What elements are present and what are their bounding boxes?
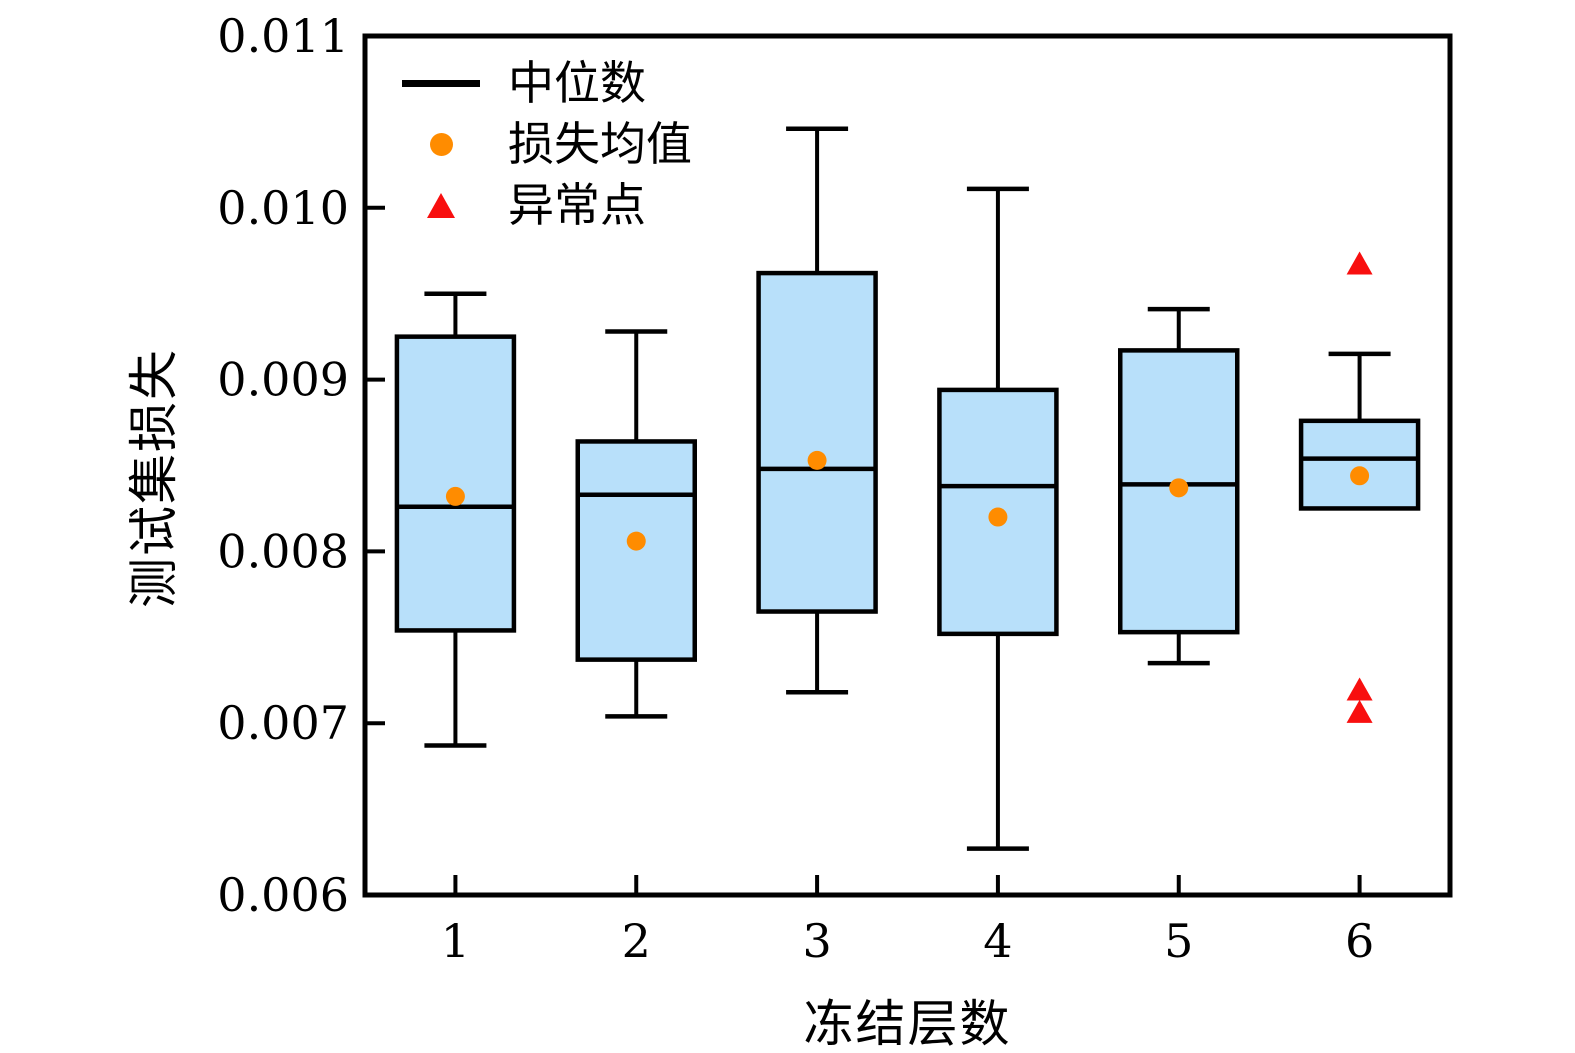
- legend-item-outlier: 异常点: [402, 180, 692, 230]
- y-tick-label: 0.007: [217, 696, 349, 750]
- legend: 中位数 损失均值 异常点: [402, 58, 692, 230]
- mean-dot: [626, 531, 646, 551]
- legend-item-mean: 损失均值: [402, 119, 692, 169]
- legend-label-mean: 损失均值: [508, 117, 692, 171]
- box-group-5: [1118, 306, 1240, 666]
- legend-label-median: 中位数: [508, 56, 646, 110]
- box-group-2: [575, 329, 697, 719]
- x-tick-label: 3: [802, 914, 831, 968]
- x-tick-label: 2: [622, 914, 651, 968]
- median-line-icon: [402, 79, 480, 87]
- outlier-triangle-icon: [427, 192, 455, 218]
- box-rect: [1298, 418, 1421, 511]
- plot-frame: [362, 33, 1453, 898]
- outlier-marker: [1346, 699, 1373, 723]
- box-group-3: [756, 126, 878, 695]
- y-tick-label: 0.011: [217, 9, 349, 63]
- x-tick-label: 5: [1164, 914, 1193, 968]
- outlier-marker: [1346, 677, 1373, 701]
- y-tick-label: 0.010: [217, 181, 349, 235]
- y-axis-title: 测试集损失: [125, 348, 183, 608]
- box-rect: [756, 270, 878, 614]
- mean-dot: [1169, 478, 1189, 498]
- x-axis-title: 冻结层数: [803, 995, 1012, 1053]
- box-rect: [394, 334, 517, 633]
- x-tick-label: 6: [1345, 914, 1374, 968]
- outlier-marker: [1346, 251, 1373, 275]
- mean-dot: [988, 507, 1008, 527]
- y-tick-label: 0.006: [217, 868, 349, 922]
- y-tick-label: 0.008: [217, 524, 349, 578]
- legend-item-median: 中位数: [402, 58, 692, 108]
- mean-dot: [1350, 466, 1370, 486]
- mean-dot-icon: [429, 132, 453, 156]
- box-group-6: [1298, 251, 1421, 723]
- box-group-1: [394, 291, 517, 748]
- mean-dot: [445, 486, 465, 506]
- x-tick-label: 1: [441, 914, 470, 968]
- y-tick-label: 0.009: [217, 353, 349, 407]
- legend-label-outlier: 异常点: [508, 178, 646, 232]
- mean-dot: [807, 450, 827, 470]
- x-tick-label: 4: [983, 914, 1012, 968]
- box-group-4: [937, 186, 1059, 851]
